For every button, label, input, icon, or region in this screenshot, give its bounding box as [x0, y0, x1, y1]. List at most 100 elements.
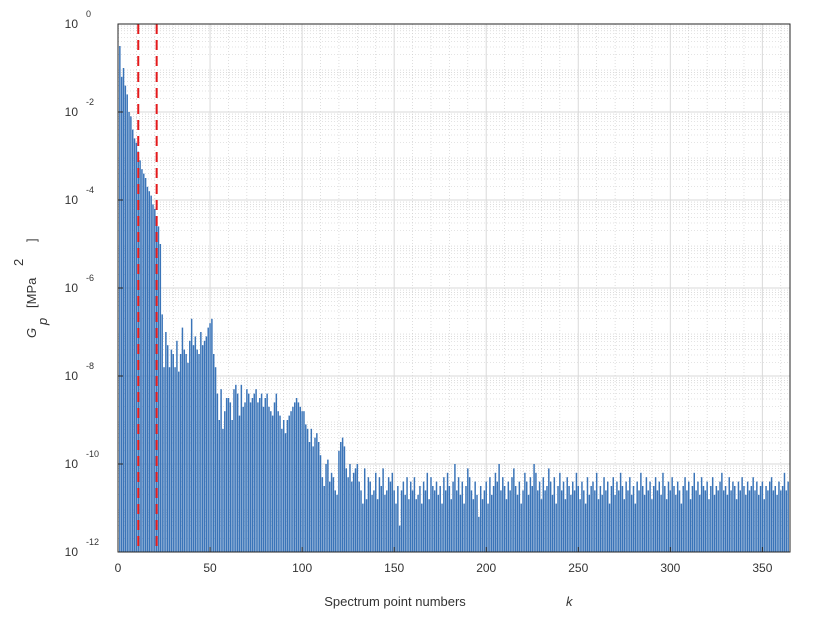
spectrum-bar	[658, 481, 661, 552]
spectrum-bar	[338, 450, 340, 552]
spectrum-bar	[535, 472, 537, 552]
spectrum-bar	[570, 494, 572, 552]
spectrum-bar	[325, 464, 327, 552]
spectrum-bar	[673, 486, 675, 552]
spectrum-bar	[133, 138, 136, 552]
spectrum-bar	[141, 169, 143, 552]
spectrum-bar	[470, 490, 473, 552]
spectrum-bar	[378, 477, 381, 552]
spectrum-bar	[479, 486, 482, 552]
spectrum-bar	[281, 428, 283, 552]
spectrum-bar	[711, 477, 714, 552]
spectrum-bar	[754, 490, 756, 552]
spectrum-bar	[402, 481, 405, 552]
spectrum-bar	[654, 477, 657, 552]
spectrum-bar	[456, 490, 458, 552]
spectrum-bar	[288, 415, 290, 552]
spectrum-bar	[783, 472, 786, 552]
spectrum-bar	[590, 486, 592, 552]
spectrum-bar	[185, 354, 187, 552]
spectrum-bar	[200, 332, 202, 552]
spectrum-bar	[415, 499, 417, 552]
spectrum-bar	[678, 490, 681, 552]
spectrum-bar	[295, 398, 298, 552]
spectrum-bar	[264, 398, 267, 552]
spectrum-bar	[748, 490, 751, 552]
spectrum-bar	[491, 494, 493, 552]
y-label-symbol: G	[24, 328, 39, 338]
spectrum-bar	[588, 494, 591, 552]
spectrum-bar	[352, 472, 355, 552]
spectrum-bar	[595, 472, 598, 552]
spectrum-bar	[305, 424, 307, 552]
spectrum-bar	[294, 402, 296, 552]
spectrum-bar	[680, 503, 683, 552]
spectrum-bar	[467, 468, 469, 552]
spectrum-bar	[682, 486, 684, 552]
spectrum-bar	[249, 402, 252, 552]
spectrum-bar	[710, 486, 712, 552]
spectrum-bar	[404, 494, 406, 552]
spectrum-bar	[573, 490, 576, 552]
spectrum-bar	[371, 494, 373, 552]
y-tick-base: 10	[65, 369, 79, 383]
spectrum-bar	[689, 499, 692, 552]
spectrum-bar	[213, 354, 215, 552]
spectrum-bar	[441, 503, 443, 552]
spectrum-bar	[772, 490, 775, 552]
spectrum-bar	[308, 442, 311, 552]
spectrum-bar	[612, 477, 614, 552]
spectrum-bar	[702, 486, 705, 552]
x-axis-variable: k	[566, 594, 574, 609]
spectrum-bar	[321, 477, 324, 552]
spectrum-bar	[769, 481, 771, 552]
spectrum-bar	[645, 477, 648, 552]
spectrum-bar	[785, 490, 788, 552]
spectrum-bar	[122, 68, 125, 552]
spectrum-bar	[664, 486, 666, 552]
spectrum-bar	[665, 499, 668, 552]
spectrum-bar	[498, 464, 500, 552]
spectrum-bar	[286, 420, 289, 552]
spectrum-bar	[349, 464, 351, 552]
spectrum-bar	[675, 494, 677, 552]
spectrum-bar	[662, 472, 664, 552]
spectrum-bar	[437, 494, 440, 552]
spectrum-bar	[417, 494, 419, 552]
spectrum-bar	[452, 481, 454, 552]
spectrum-bar	[201, 345, 204, 552]
spectrum-bar	[310, 428, 313, 552]
spectrum-bar	[432, 486, 434, 552]
spectrum-bar	[421, 503, 423, 552]
spectrum-bar	[268, 406, 270, 552]
spectrum-bar	[618, 490, 620, 552]
spectrum-bar	[474, 481, 476, 552]
spectrum-bar	[275, 393, 278, 552]
spectrum-bar	[183, 349, 186, 552]
spectrum-bar	[270, 411, 272, 552]
spectrum-bar	[643, 494, 646, 552]
spectrum-bar	[660, 494, 662, 552]
spectrum-bar	[386, 490, 388, 552]
spectrum-bar	[608, 503, 611, 552]
spectrum-bar	[143, 173, 145, 552]
spectrum-bar	[579, 499, 581, 552]
spectrum-bar	[603, 477, 605, 552]
spectrum-bar	[178, 371, 180, 552]
spectrum-bar	[640, 472, 642, 552]
spectrum-bar	[192, 345, 195, 552]
spectrum-bar	[233, 389, 235, 552]
spectrum-bar	[774, 486, 777, 552]
spectrum-bar	[520, 503, 522, 552]
spectrum-bar	[706, 481, 708, 552]
spectrum-bar	[236, 393, 239, 552]
spectrum-bar	[380, 486, 383, 552]
spectrum-bar	[408, 499, 410, 552]
spectrum-bar	[299, 406, 302, 552]
spectrum-bar	[465, 486, 467, 552]
spectrum-bar	[176, 340, 178, 552]
x-tick-label: 250	[568, 561, 588, 575]
spectrum-bar	[360, 490, 362, 552]
spectrum-bar	[166, 345, 169, 552]
